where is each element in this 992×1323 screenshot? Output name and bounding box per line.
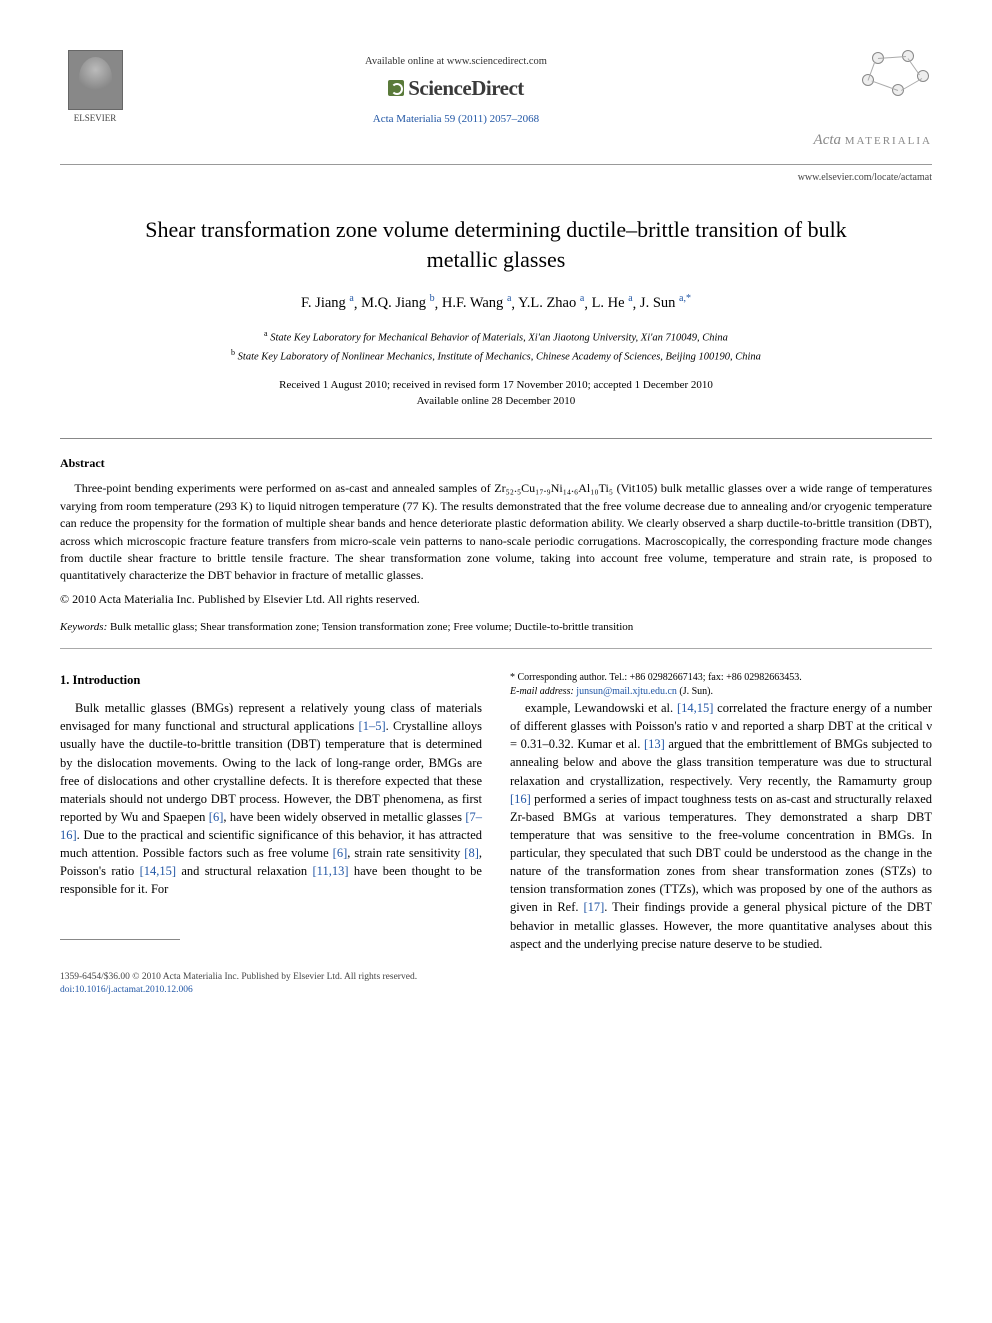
- elsevier-tree-icon: [68, 50, 123, 110]
- affiliations: a State Key Laboratory for Mechanical Be…: [60, 328, 932, 365]
- authors-line: F. Jiang a, M.Q. Jiang b, H.F. Wang a, Y…: [60, 293, 932, 315]
- divider: [60, 648, 932, 649]
- elsevier-label: ELSEVIER: [60, 112, 130, 125]
- journal-brand: Acta MATERIALIA: [782, 130, 932, 152]
- footnote-text: Corresponding author. Tel.: +86 02982667…: [518, 672, 802, 683]
- available-online-text: Available online at www.sciencedirect.co…: [365, 54, 547, 69]
- keywords-label: Keywords:: [60, 621, 107, 633]
- corresponding-marker: ,*: [683, 294, 691, 305]
- article-dates: Received 1 August 2010; received in revi…: [60, 377, 932, 410]
- dates-received: Received 1 August 2010; received in revi…: [60, 377, 932, 394]
- footnote-marker: *: [510, 672, 515, 683]
- journal-logo-block: Acta MATERIALIA: [782, 50, 932, 152]
- elsevier-logo: ELSEVIER: [60, 50, 130, 125]
- page-root: ELSEVIER Available online at www.science…: [0, 0, 992, 1037]
- author: J. Sun a,*: [640, 295, 691, 311]
- keywords-text: Bulk metallic glass; Shear transformatio…: [110, 621, 633, 633]
- abstract-text: Three-point bending experiments were per…: [60, 480, 932, 584]
- corresponding-footnote: * Corresponding author. Tel.: +86 029826…: [510, 671, 932, 699]
- dates-online: Available online 28 December 2010: [60, 393, 932, 410]
- affiliation-a: a State Key Laboratory for Mechanical Be…: [60, 328, 932, 346]
- author: H.F. Wang a: [442, 295, 512, 311]
- author: L. He a: [592, 295, 633, 311]
- sciencedirect-icon: [388, 80, 404, 96]
- brand-materialia: MATERIALIA: [845, 135, 932, 147]
- section-heading: 1. Introduction: [60, 671, 482, 689]
- keywords-line: Keywords: Bulk metallic glass; Shear tra…: [60, 620, 932, 636]
- author: M.Q. Jiang b: [361, 295, 434, 311]
- article-title: Shear transformation zone volume determi…: [116, 215, 876, 274]
- body-paragraph: Bulk metallic glasses (BMGs) represent a…: [60, 699, 482, 898]
- center-header: Available online at www.sciencedirect.co…: [365, 50, 547, 128]
- journal-url: www.elsevier.com/locate/actamat: [60, 171, 932, 186]
- journal-reference: Acta Materialia 59 (2011) 2057–2068: [365, 112, 547, 128]
- footnote-divider: [60, 939, 180, 940]
- sciencedirect-text: ScienceDirect: [408, 73, 524, 103]
- footnote-email-link[interactable]: junsun@mail.xjtu.edu.cn: [576, 686, 677, 697]
- footnote-email-name: (J. Sun).: [679, 686, 713, 697]
- header-top-row: ELSEVIER Available online at www.science…: [60, 50, 932, 165]
- affiliation-b: b State Key Laboratory of Nonlinear Mech…: [60, 347, 932, 365]
- author: F. Jiang a: [301, 295, 354, 311]
- acta-materialia-icon: [862, 50, 932, 100]
- body-columns: 1. Introduction Bulk metallic glasses (B…: [60, 671, 932, 953]
- body-paragraph: example, Lewandowski et al. [14,15] corr…: [510, 699, 932, 953]
- abstract-copyright: © 2010 Acta Materialia Inc. Published by…: [60, 591, 932, 608]
- footer-doi: doi:10.1016/j.actamat.2010.12.006: [60, 984, 932, 997]
- brand-acta: Acta: [814, 132, 842, 148]
- journal-header: ELSEVIER Available online at www.science…: [60, 50, 932, 185]
- sciencedirect-logo: ScienceDirect: [365, 73, 547, 103]
- author: Y.L. Zhao a: [518, 295, 584, 311]
- abstract-heading: Abstract: [60, 455, 932, 472]
- divider: [60, 438, 932, 439]
- footer-copyright: 1359-6454/$36.00 © 2010 Acta Materialia …: [60, 971, 932, 984]
- footer-block: 1359-6454/$36.00 © 2010 Acta Materialia …: [60, 971, 932, 998]
- footnote-email-label: E-mail address:: [510, 686, 574, 697]
